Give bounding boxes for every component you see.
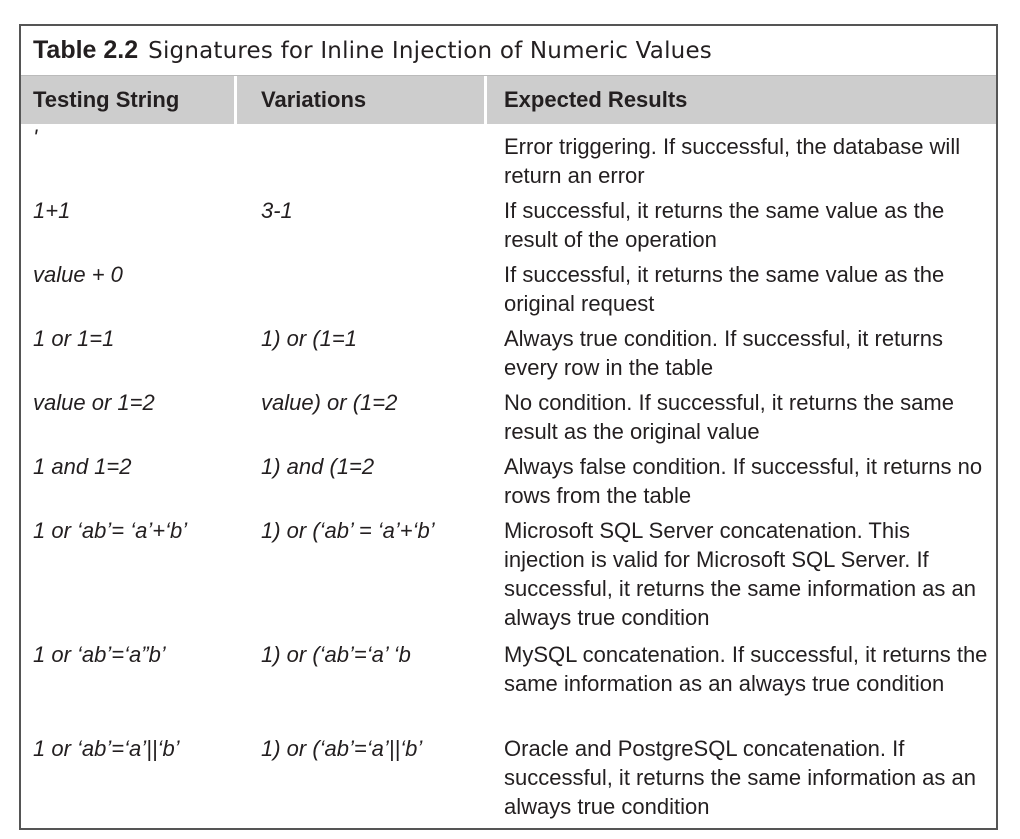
testing-string-cell: value or 1=2	[33, 390, 155, 415]
testing-string-cell: '	[33, 125, 38, 150]
expected-result-cell: Error triggering. If successful, the dat…	[504, 134, 961, 188]
table-row: 1 and 1=2 1) and (1=2 Always false condi…	[21, 452, 996, 508]
expected-result-cell: Always false condition. If successful, i…	[504, 454, 983, 508]
testing-string-cell: 1 or ‘ab’=‘a”b’	[33, 642, 166, 667]
variation-cell: 1) or (‘ab’=‘a’ ‘b	[261, 642, 411, 667]
variation-cell: 1) or (‘ab’=‘a’||‘b’	[261, 736, 423, 761]
expected-result-cell: If successful, it returns the same value…	[504, 198, 945, 252]
table-row: 1 or 1=1 1) or (1=1 Always true conditio…	[21, 324, 996, 380]
variation-cell: 1) or (1=1	[261, 326, 357, 351]
expected-result-cell: Always true condition. If successful, it…	[504, 326, 943, 380]
table-number: Table 2.2	[33, 36, 139, 64]
variation-cell	[237, 260, 487, 316]
table-row: 1+1 3-1 If successful, it returns the sa…	[21, 196, 996, 252]
header-testing-string: Testing String	[21, 76, 237, 124]
expected-result-cell: No condition. If successful, it returns …	[504, 390, 954, 444]
variation-cell: 1) or (‘ab’ = ‘a’+‘b’	[261, 518, 435, 543]
variation-cell	[237, 132, 487, 188]
testing-string-cell: 1 or ‘ab’=‘a’||‘b’	[33, 736, 180, 761]
table-frame: Table 2.2 Signatures for Inline Injectio…	[19, 24, 998, 830]
table-body: ' Error triggering. If successful, the d…	[21, 125, 996, 820]
testing-string-cell: 1+1	[33, 198, 71, 223]
expected-result-cell: If successful, it returns the same value…	[504, 262, 945, 316]
expected-result-cell: Microsoft SQL Server concatenation. This…	[504, 518, 976, 630]
table-row: 1 or ‘ab’=‘a”b’ 1) or (‘ab’=‘a’ ‘b MySQL…	[21, 640, 996, 726]
testing-string-cell: value + 0	[33, 262, 123, 287]
expected-result-cell: MySQL concatenation. If successful, it r…	[504, 642, 988, 696]
testing-string-cell: 1 or 1=1	[33, 326, 115, 351]
header-variations: Variations	[237, 76, 487, 124]
table-row: value or 1=2 value) or (1=2 No condition…	[21, 388, 996, 444]
table-row: 1 or ‘ab’= ‘a’+‘b’ 1) or (‘ab’ = ‘a’+‘b’…	[21, 516, 996, 632]
expected-result-cell: Oracle and PostgreSQL concatenation. If …	[504, 736, 976, 819]
table-title: Signatures for Inline Injection of Numer…	[148, 37, 712, 64]
table-row: ' Error triggering. If successful, the d…	[21, 125, 996, 188]
table-header: Testing String Variations Expected Resul…	[21, 76, 996, 124]
table-row: 1 or ‘ab’=‘a’||‘b’ 1) or (‘ab’=‘a’||‘b’ …	[21, 734, 996, 820]
table-row: value + 0 If successful, it returns the …	[21, 260, 996, 316]
testing-string-cell: 1 or ‘ab’= ‘a’+‘b’	[33, 518, 188, 543]
header-expected-results: Expected Results	[504, 87, 688, 112]
variation-cell: value) or (1=2	[261, 390, 398, 415]
testing-string-cell: 1 and 1=2	[33, 454, 132, 479]
variation-cell: 3-1	[261, 198, 293, 223]
variation-cell: 1) and (1=2	[261, 454, 375, 479]
table-caption: Table 2.2 Signatures for Inline Injectio…	[21, 26, 996, 76]
